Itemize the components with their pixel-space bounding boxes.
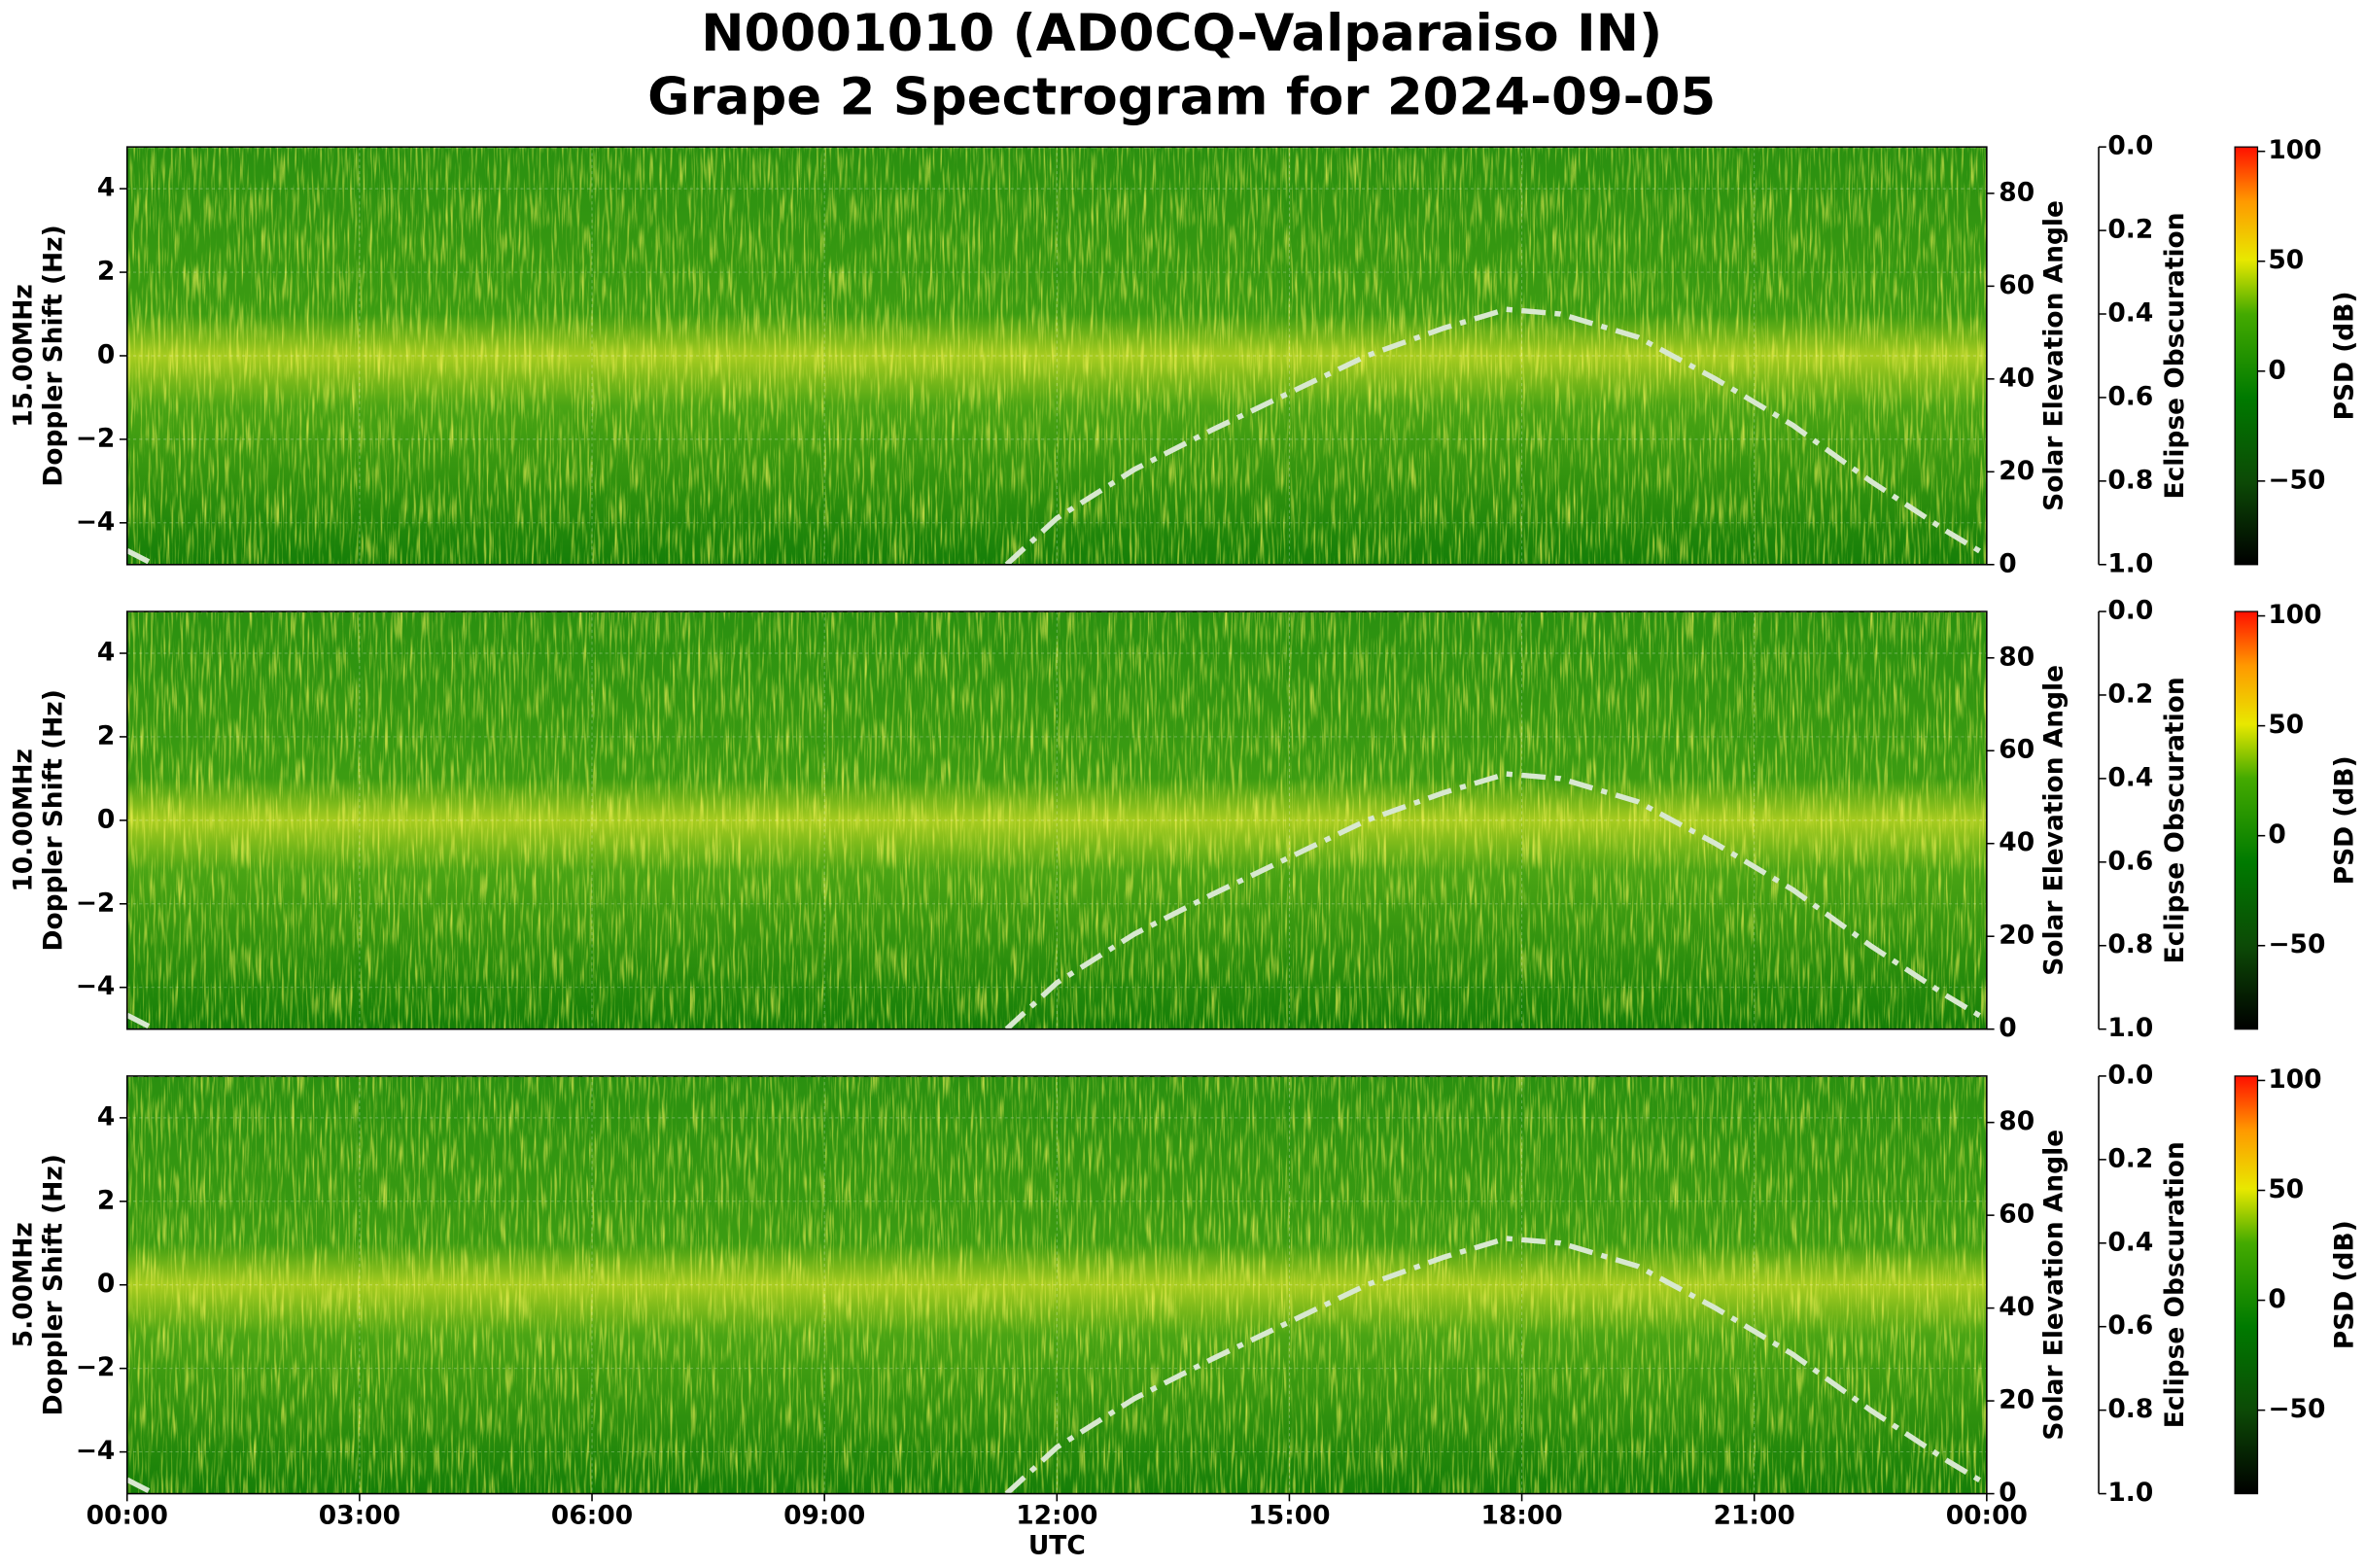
- y3-tick-label: 0.2: [2107, 215, 2153, 245]
- y3-axis-label: Eclipse Obscuration: [2160, 1141, 2190, 1428]
- colorbar-tick-label: 100: [2268, 600, 2321, 630]
- colorbar-tick-label: −50: [2268, 1394, 2325, 1424]
- y-axis-label: 15.00MHz: [8, 284, 38, 428]
- y-axis-label: Doppler Shift (Hz): [39, 1154, 69, 1415]
- colorbar: [2234, 146, 2259, 566]
- colorbar-tick-label: −50: [2268, 465, 2325, 495]
- y-tick-label: −4: [76, 506, 116, 537]
- y-tick-label: −4: [76, 1436, 116, 1466]
- y2-tick-label: 40: [1999, 363, 2035, 393]
- x-tick-label: 21:00: [1714, 1500, 1795, 1530]
- colorbar-tick-label: 50: [2268, 1174, 2304, 1204]
- y2-tick-label: 40: [1999, 1292, 2035, 1322]
- y-axis-label: Doppler Shift (Hz): [39, 225, 69, 486]
- colorbar-label: PSD (dB): [2329, 292, 2359, 421]
- y-tick-label: 0: [97, 804, 115, 834]
- y-tick-label: 4: [97, 1101, 115, 1132]
- colorbar-tick-label: 0: [2268, 355, 2285, 385]
- solar-elevation-line: [126, 1236, 1987, 1494]
- colorbar-tick-label: 50: [2268, 710, 2304, 740]
- solar-elevation-line: [126, 771, 1987, 1029]
- y3-tick-label: 0.8: [2107, 465, 2153, 495]
- colorbar: [2234, 1075, 2259, 1495]
- title: Grape 2 Spectrogram for 2024-09-05: [647, 68, 1716, 127]
- y2-tick-label: 40: [1999, 827, 2035, 857]
- y3-tick-label: 1.0: [2107, 548, 2153, 578]
- x-tick-label: 09:00: [783, 1500, 865, 1530]
- y3-tick-label: 0.4: [2107, 1227, 2153, 1257]
- y3-tick-label: 0.0: [2107, 1060, 2153, 1090]
- y3-tick-label: 0.4: [2107, 298, 2153, 329]
- y3-tick-label: 0.2: [2107, 679, 2153, 709]
- y2-tick-label: 60: [1999, 735, 2035, 765]
- y-axis-label: 10.00MHz: [8, 749, 38, 892]
- y2-tick-label: 20: [1999, 921, 2035, 951]
- y3-tick-label: 0.4: [2107, 762, 2153, 792]
- colorbar-tick-label: 0: [2268, 1284, 2285, 1314]
- y-tick-label: −2: [76, 1352, 116, 1382]
- y3-tick-label: 1.0: [2107, 1478, 2153, 1508]
- colorbar-tick-label: 100: [2268, 135, 2321, 165]
- y3-tick-label: 0.6: [2107, 381, 2153, 411]
- y2-tick-label: 0: [1999, 1013, 2016, 1043]
- colorbar-tick-label: 0: [2268, 819, 2285, 850]
- y2-tick-label: 20: [1999, 1385, 2035, 1415]
- y-tick-label: 4: [97, 638, 115, 668]
- y-axis-label: 5.00MHz: [8, 1222, 38, 1347]
- x-tick-label: 15:00: [1248, 1500, 1330, 1530]
- y-tick-label: 2: [97, 257, 115, 287]
- x-tick-label: 00:00: [87, 1500, 168, 1530]
- y-tick-label: 2: [97, 1185, 115, 1215]
- y2-tick-label: 80: [1999, 177, 2035, 207]
- colorbar-tick-label: 50: [2268, 245, 2304, 275]
- title: N0001010 (AD0CQ-Valparaiso IN): [701, 4, 1662, 63]
- y-tick-label: 4: [97, 173, 115, 203]
- y3-tick-label: 0.8: [2107, 929, 2153, 959]
- colorbar-label: PSD (dB): [2329, 1220, 2359, 1349]
- y2-tick-label: 60: [1999, 1200, 2035, 1230]
- y2-axis-label: Solar Elevation Angle: [2038, 665, 2069, 976]
- y-tick-label: 2: [97, 720, 115, 750]
- solar-elevation-line: [126, 306, 1987, 565]
- y2-tick-label: 0: [1999, 1478, 2016, 1508]
- x-tick-label: 18:00: [1480, 1500, 1562, 1530]
- y3-tick-label: 0.8: [2107, 1394, 2153, 1424]
- y-tick-label: 0: [97, 1269, 115, 1299]
- y-axis-label: Doppler Shift (Hz): [39, 689, 69, 951]
- y-tick-label: −2: [76, 423, 116, 453]
- y3-tick-label: 0.6: [2107, 846, 2153, 876]
- y3-tick-label: 0.6: [2107, 1310, 2153, 1341]
- y3-axis-label: Eclipse Obscuration: [2160, 212, 2190, 499]
- y-tick-label: −4: [76, 971, 116, 1001]
- y3-tick-label: 0.0: [2107, 131, 2153, 161]
- colorbar-tick-label: −50: [2268, 929, 2325, 959]
- x-tick-label: 03:00: [319, 1500, 400, 1530]
- x-tick-label: 12:00: [1016, 1500, 1097, 1530]
- x-tick-label: 06:00: [551, 1500, 633, 1530]
- y3-axis-label: Eclipse Obscuration: [2160, 677, 2190, 963]
- x-tick-label: 00:00: [1946, 1500, 2028, 1530]
- y2-axis-label: Solar Elevation Angle: [2038, 200, 2069, 511]
- colorbar-label: PSD (dB): [2329, 755, 2359, 885]
- y3-tick-label: 0.2: [2107, 1143, 2153, 1173]
- y2-axis-label: Solar Elevation Angle: [2038, 1130, 2069, 1441]
- y2-tick-label: 0: [1999, 548, 2016, 578]
- y2-tick-label: 80: [1999, 1106, 2035, 1136]
- y2-tick-label: 80: [1999, 642, 2035, 672]
- y2-tick-label: 60: [1999, 270, 2035, 300]
- x-axis-label: UTC: [1028, 1531, 1086, 1561]
- y3-tick-label: 0.0: [2107, 596, 2153, 626]
- y-tick-label: −2: [76, 888, 116, 918]
- y2-tick-label: 20: [1999, 456, 2035, 486]
- colorbar: [2234, 610, 2259, 1030]
- colorbar-tick-label: 100: [2268, 1064, 2321, 1095]
- y3-tick-label: 1.0: [2107, 1013, 2153, 1043]
- y-tick-label: 0: [97, 339, 115, 369]
